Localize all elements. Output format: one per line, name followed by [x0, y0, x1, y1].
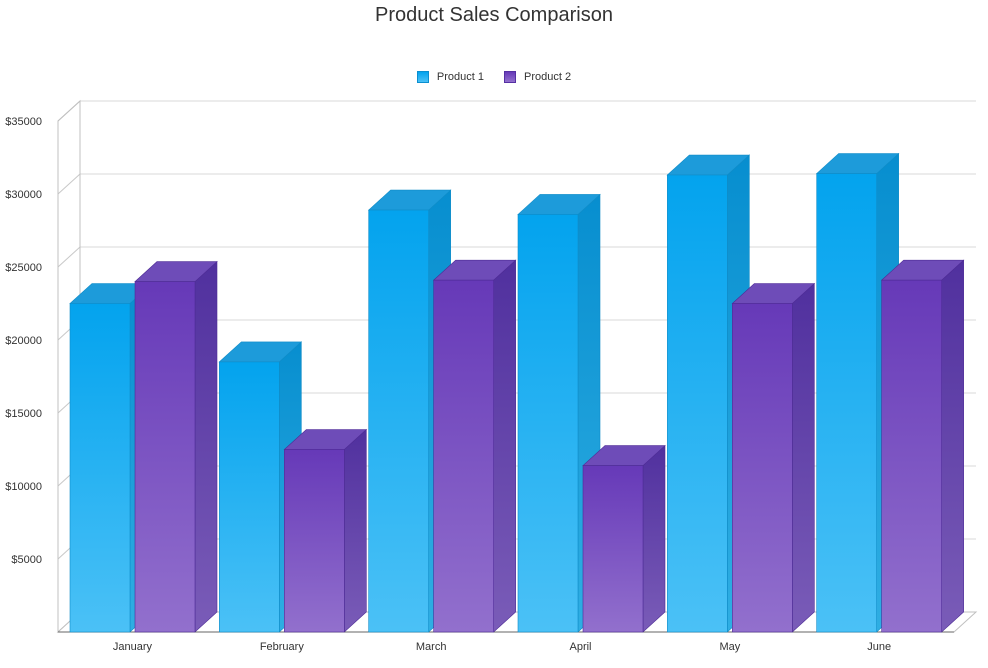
bar-product-1	[219, 361, 280, 633]
bar-product-2	[433, 279, 494, 633]
bar-side-product-2	[941, 259, 964, 633]
x-tick-label: January	[113, 641, 153, 653]
legend: Product 1 Product 2	[0, 71, 988, 83]
y-tick-label: $5000	[11, 554, 42, 566]
gridline-tick	[57, 246, 81, 268]
y-tick-label: $20000	[5, 335, 42, 347]
y-tick-label: $25000	[5, 262, 42, 274]
bar-product-2	[284, 449, 345, 633]
bar-side-product-2	[642, 444, 666, 633]
bar-side-product-2	[344, 428, 367, 633]
bar-side-product-2	[194, 260, 218, 633]
x-tick-label: May	[719, 641, 740, 653]
bar-product-1	[667, 174, 728, 633]
x-tick-label: February	[260, 641, 305, 653]
legend-item-product-2[interactable]: Product 2	[504, 71, 571, 83]
bar-product-2	[582, 465, 644, 633]
legend-item-product-1[interactable]: Product 1	[416, 71, 484, 83]
x-tick-label: March	[416, 641, 447, 653]
legend-label-product-1: Product 1	[436, 71, 484, 83]
y-tick-label: $15000	[5, 408, 42, 420]
x-tick-label: June	[867, 641, 891, 653]
y-tick-label: $10000	[5, 481, 42, 493]
bar-product-1	[816, 173, 877, 633]
y-tick-label: $35000	[5, 116, 42, 128]
y-tick-label: $30000	[5, 189, 42, 201]
bar-product-2	[732, 303, 793, 633]
chart-title: Product Sales Comparison	[375, 4, 613, 26]
gridline-tick	[57, 173, 81, 195]
legend-swatch-product-2	[504, 71, 516, 83]
bar-side-product-2	[792, 282, 815, 633]
legend-label-product-2: Product 2	[524, 71, 572, 83]
bar-product-2	[881, 279, 942, 633]
bar-product-1	[368, 209, 429, 633]
x-tick-label: April	[569, 641, 591, 653]
bar-product-1	[69, 303, 131, 633]
bar-product-1	[517, 214, 579, 633]
bar-side-product-2	[493, 259, 516, 633]
bar-product-2	[134, 281, 196, 633]
legend-swatch-product-1	[416, 71, 429, 83]
